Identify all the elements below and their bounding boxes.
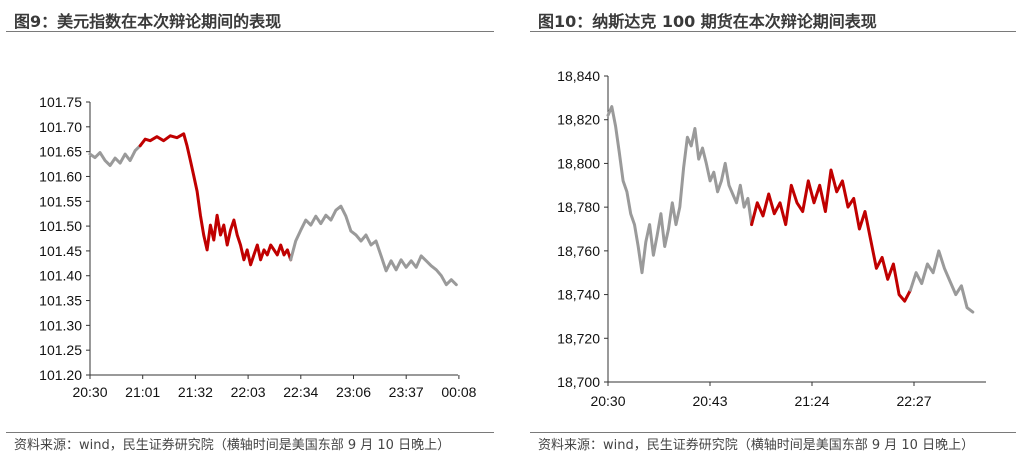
y-tick-label: 101.20 xyxy=(39,367,82,383)
title-divider xyxy=(6,31,494,32)
x-tick-label: 20:43 xyxy=(692,393,727,409)
x-tick-label: 23:06 xyxy=(336,384,371,400)
y-tick-label: 18,740 xyxy=(557,287,600,303)
y-tick-label: 101.30 xyxy=(39,317,82,333)
x-tick-label: 21:24 xyxy=(794,393,829,409)
chart-panel-nasdaq-futures: 图10：纳斯达克 100 期货在本次辩论期间表现 18,700 18,720 18,… xyxy=(524,0,1022,473)
y-tick-label: 18,800 xyxy=(557,155,600,171)
y-tick-label: 18,760 xyxy=(557,243,600,259)
title-divider xyxy=(530,31,1016,32)
nasdaq-futures-line-chart: 18,700 18,720 18,740 18,760 18,780 18,800 18,8… xyxy=(557,68,986,409)
dollar-index-line-chart: 101.20 101.25 101.30 101.35 101.40 101.45 101.… xyxy=(39,94,476,400)
x-tick-label: 22:03 xyxy=(231,384,266,400)
series-line-before xyxy=(606,105,754,275)
y-tick-label: 101.50 xyxy=(39,218,82,234)
y-tick-label: 18,780 xyxy=(557,199,600,215)
y-tick-label: 18,820 xyxy=(557,112,600,128)
x-tick-label: 20:30 xyxy=(590,393,625,409)
y-tick-label: 101.70 xyxy=(39,119,82,135)
y-tick-label: 101.25 xyxy=(39,342,82,358)
chart-title: 图10：纳斯达克 100 期货在本次辩论期间表现 xyxy=(538,12,877,31)
y-tick-label: 101.35 xyxy=(39,293,82,309)
y-tick-label: 18,840 xyxy=(557,68,600,84)
series-line-before xyxy=(88,144,142,167)
x-tick-label: 22:27 xyxy=(896,393,931,409)
source-note: 资料来源：wind，民生证券研究院（横轴时间是美国东部 9 月 10 日晚上） xyxy=(14,438,451,453)
y-tick-label: 101.65 xyxy=(39,144,82,160)
source-divider xyxy=(6,432,494,433)
x-tick-label: 21:01 xyxy=(125,384,160,400)
source-note: 资料来源：wind，民生证券研究院（横轴时间是美国东部 9 月 10 日晚上） xyxy=(538,438,975,453)
y-tick-label: 101.55 xyxy=(39,193,82,209)
y-tick-label: 18,720 xyxy=(557,330,600,346)
series-line-after xyxy=(289,204,458,287)
y-tick-label: 101.75 xyxy=(39,94,82,110)
y-tick-label: 101.40 xyxy=(39,268,82,284)
series-line-debate xyxy=(750,168,912,303)
chart-title: 图9：美元指数在本次辩论期间的表现 xyxy=(14,12,282,31)
series-line-after xyxy=(908,249,975,314)
y-tick-label: 101.60 xyxy=(39,168,82,184)
x-tick-label: 23:37 xyxy=(389,384,424,400)
series-line-debate xyxy=(138,132,293,267)
x-tick-label: 22:34 xyxy=(283,384,318,400)
x-tick-label: 21:32 xyxy=(178,384,213,400)
y-tick-label: 18,700 xyxy=(557,374,600,390)
x-tick-label: 00:08 xyxy=(441,384,476,400)
y-tick-label: 101.45 xyxy=(39,243,82,259)
chart-panel-dollar-index: 图9：美元指数在本次辩论期间的表现 101.20 101.25 101.30 101.… xyxy=(0,0,500,473)
source-divider xyxy=(530,432,1016,433)
x-tick-label: 20:30 xyxy=(72,384,107,400)
